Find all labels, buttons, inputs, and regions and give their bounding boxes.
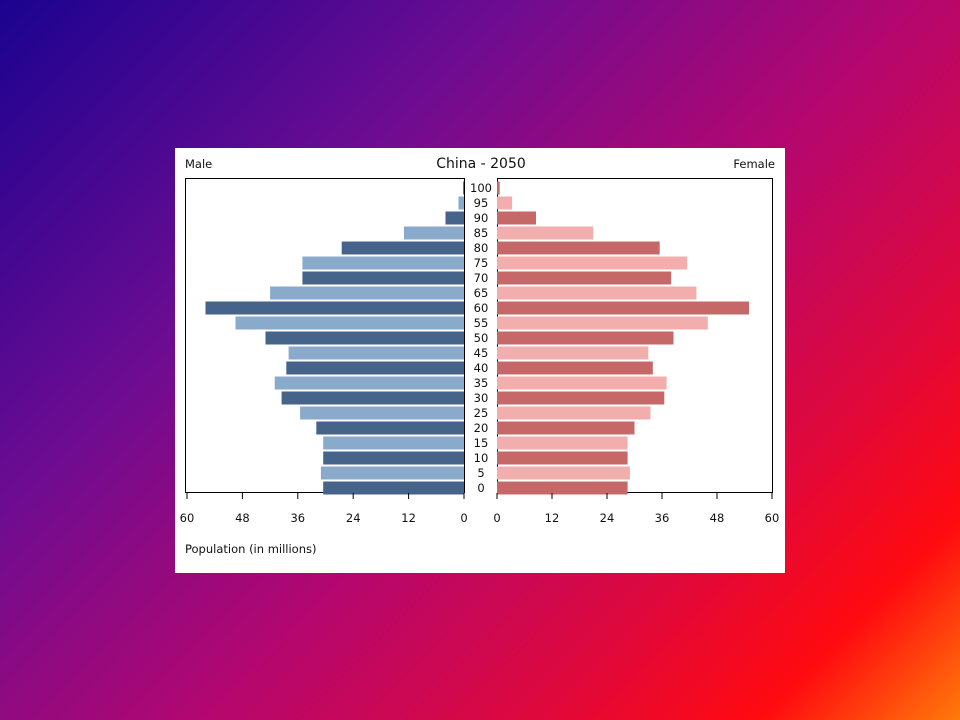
male-label: Male bbox=[185, 157, 212, 171]
female-tick-label-12: 12 bbox=[545, 511, 560, 525]
male-bar-50 bbox=[265, 331, 464, 345]
female-bar-90 bbox=[497, 211, 536, 225]
chart-title: China - 2050 bbox=[436, 156, 526, 172]
male-bar-0 bbox=[323, 481, 464, 495]
male-bar-25 bbox=[300, 406, 464, 420]
female-tick-label-0: 0 bbox=[493, 511, 500, 525]
female-tick-label-60: 60 bbox=[765, 511, 780, 525]
female-tick-label-24: 24 bbox=[600, 511, 615, 525]
female-tick-label-48: 48 bbox=[710, 511, 725, 525]
age-label-15: 15 bbox=[474, 436, 489, 450]
age-label-80: 80 bbox=[474, 241, 489, 255]
male-bar-30 bbox=[281, 391, 464, 405]
male-bar-35 bbox=[274, 376, 464, 390]
female-bar-45 bbox=[497, 346, 649, 360]
age-label-10: 10 bbox=[474, 451, 489, 465]
age-label-25: 25 bbox=[474, 406, 489, 420]
age-label-65: 65 bbox=[474, 286, 489, 300]
male-tick-label-24: 24 bbox=[346, 511, 361, 525]
female-bar-25 bbox=[497, 406, 651, 420]
female-bar-15 bbox=[497, 436, 628, 450]
male-bar-60 bbox=[205, 301, 464, 315]
female-bar-75 bbox=[497, 256, 688, 270]
age-label-60: 60 bbox=[474, 301, 489, 315]
age-label-75: 75 bbox=[474, 256, 489, 270]
age-label-90: 90 bbox=[474, 211, 489, 225]
age-label-95: 95 bbox=[474, 196, 489, 210]
female-bar-35 bbox=[497, 376, 667, 390]
male-tick-label-48: 48 bbox=[235, 511, 250, 525]
female-bar-10 bbox=[497, 451, 628, 465]
male-bar-65 bbox=[270, 286, 464, 300]
age-label-85: 85 bbox=[474, 226, 489, 240]
male-bar-70 bbox=[302, 271, 464, 285]
female-bar-85 bbox=[497, 226, 594, 240]
male-tick-label-0: 0 bbox=[460, 511, 467, 525]
age-label-40: 40 bbox=[474, 361, 489, 375]
male-bar-10 bbox=[323, 451, 464, 465]
age-label-35: 35 bbox=[474, 376, 489, 390]
female-bar-65 bbox=[497, 286, 697, 300]
male-bar-100 bbox=[463, 181, 464, 195]
female-tick-label-36: 36 bbox=[655, 511, 670, 525]
female-bar-100 bbox=[497, 181, 500, 195]
population-pyramid-chart: China - 2050 Male Female Population (in … bbox=[180, 156, 780, 556]
male-bar-85 bbox=[404, 226, 464, 240]
female-bar-0 bbox=[497, 481, 628, 495]
male-tick-label-36: 36 bbox=[290, 511, 305, 525]
male-bar-90 bbox=[445, 211, 464, 225]
male-tick-label-12: 12 bbox=[401, 511, 416, 525]
female-bar-50 bbox=[497, 331, 674, 345]
age-label-50: 50 bbox=[474, 331, 489, 345]
male-bar-75 bbox=[302, 256, 464, 270]
female-bar-95 bbox=[497, 196, 513, 210]
male-bar-40 bbox=[286, 361, 464, 375]
male-bar-55 bbox=[235, 316, 464, 330]
male-bar-5 bbox=[320, 466, 464, 480]
chart-card: China - 2050 Male Female Population (in … bbox=[175, 148, 785, 573]
male-bar-20 bbox=[316, 421, 464, 435]
male-bar-95 bbox=[458, 196, 464, 210]
male-bar-80 bbox=[341, 241, 464, 255]
female-bar-60 bbox=[497, 301, 750, 315]
female-bar-70 bbox=[497, 271, 672, 285]
male-bar-45 bbox=[288, 346, 464, 360]
x-axis-label: Population (in millions) bbox=[185, 542, 317, 556]
age-label-5: 5 bbox=[477, 466, 484, 480]
age-label-20: 20 bbox=[474, 421, 489, 435]
female-bar-30 bbox=[497, 391, 665, 405]
female-bar-40 bbox=[497, 361, 653, 375]
age-label-0: 0 bbox=[477, 481, 484, 495]
female-bar-5 bbox=[497, 466, 630, 480]
male-bar-15 bbox=[323, 436, 464, 450]
female-bar-80 bbox=[497, 241, 660, 255]
age-label-100: 100 bbox=[470, 181, 492, 195]
female-label: Female bbox=[733, 157, 775, 171]
age-label-45: 45 bbox=[474, 346, 489, 360]
age-label-55: 55 bbox=[474, 316, 489, 330]
female-bar-55 bbox=[497, 316, 708, 330]
male-tick-label-60: 60 bbox=[180, 511, 195, 525]
female-bar-20 bbox=[497, 421, 635, 435]
age-label-30: 30 bbox=[474, 391, 489, 405]
age-label-70: 70 bbox=[474, 271, 489, 285]
